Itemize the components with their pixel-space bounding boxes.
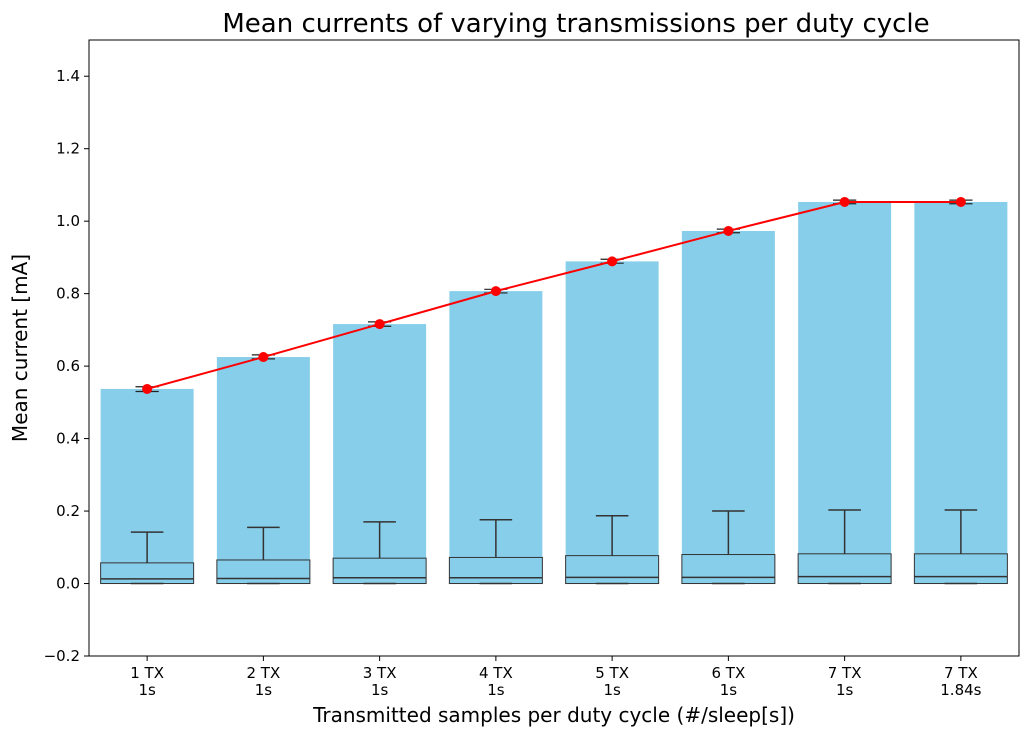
- x-tick-label-line: 2 TX: [247, 664, 281, 682]
- mean-point: [723, 225, 734, 236]
- x-tick-label-line: 1s: [603, 681, 621, 699]
- x-tick-label-line: 6 TX: [712, 664, 746, 682]
- boxplot: [797, 509, 892, 585]
- y-tick-label: 0.8: [56, 285, 80, 303]
- x-tick-label-line: 7 TX: [828, 664, 862, 682]
- x-tick-label: 7 TX 1.84s: [940, 664, 981, 699]
- x-tick-label-line: 1s: [138, 681, 156, 699]
- chart-title: Mean currents of varying transmissions p…: [222, 9, 929, 39]
- y-tick-label: 0.0: [56, 575, 80, 593]
- boxplot: [100, 531, 195, 585]
- mean-point: [374, 319, 385, 330]
- x-tick-label-line: 1s: [255, 681, 273, 699]
- boxplot: [448, 519, 543, 585]
- x-axis-label: Transmitted samples per duty cycle (#/sl…: [312, 703, 795, 727]
- x-tick-label-line: 4 TX: [479, 664, 513, 682]
- x-tick-label: 3 TX 1s: [363, 664, 397, 699]
- y-tick-label: 0.6: [56, 357, 80, 375]
- x-tick-label-line: 5 TX: [595, 664, 629, 682]
- boxplot: [332, 521, 427, 585]
- boxplot: [681, 510, 776, 585]
- mean-point: [142, 383, 153, 394]
- x-tick-label-line: 1s: [720, 681, 738, 699]
- mean-point: [955, 196, 966, 207]
- x-tick-label-line: 1s: [487, 681, 505, 699]
- plot-area: −0.20.00.20.40.60.81.01.21.41 TX 1s2 TX 1s…: [44, 39, 1020, 699]
- y-tick-label: 0.2: [56, 502, 80, 520]
- mean-point: [607, 256, 618, 267]
- y-tick-label: −0.2: [44, 647, 80, 665]
- x-tick-label-line: 3 TX: [363, 664, 397, 682]
- x-tick-label-line: 1 TX: [130, 664, 164, 682]
- x-tick-label-line: 1s: [836, 681, 854, 699]
- x-tick-label: 5 TX 1s: [595, 664, 629, 699]
- boxplot: [565, 515, 660, 585]
- y-tick-label: 1.2: [56, 140, 80, 158]
- x-tick-label: 7 TX 1s: [828, 664, 862, 699]
- mean-point: [258, 352, 269, 363]
- y-tick-label: 0.4: [56, 430, 80, 448]
- x-tick-label-line: 1.84s: [940, 681, 981, 699]
- y-axis-label: Mean current [mA]: [8, 254, 32, 442]
- x-tick-label: 2 TX 1s: [247, 664, 281, 699]
- x-tick-label: 4 TX 1s: [479, 664, 513, 699]
- plot-frame: [88, 39, 1020, 657]
- y-tick-label: 1.0: [56, 212, 80, 230]
- mean-point: [839, 196, 850, 207]
- x-tick-label-line: 7 TX: [944, 664, 978, 682]
- mean-point: [490, 286, 501, 297]
- y-tick-label: 1.4: [56, 67, 80, 85]
- mean-line: [146, 200, 961, 390]
- x-tick-label-line: 1s: [371, 681, 389, 699]
- boxplot: [913, 509, 1008, 585]
- x-tick-label: 6 TX 1s: [712, 664, 746, 699]
- boxplot: [216, 526, 311, 585]
- x-tick-label: 1 TX 1s: [130, 664, 164, 699]
